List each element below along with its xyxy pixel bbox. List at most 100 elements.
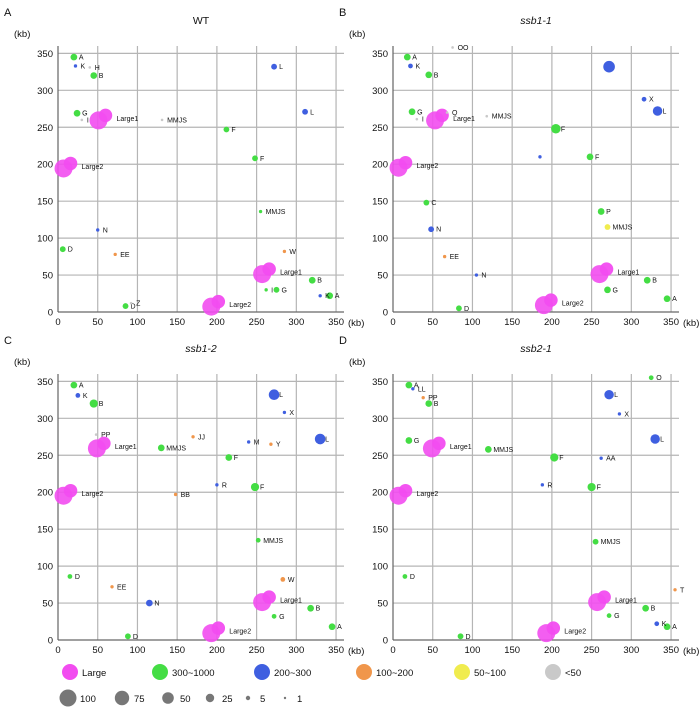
point-label: Z: [136, 301, 141, 308]
data-point: [80, 118, 84, 122]
x-tick-label: 50: [427, 645, 438, 656]
data-point: [264, 288, 268, 292]
data-point: [673, 588, 677, 592]
data-point: [110, 585, 114, 589]
y-axis-label: (kb): [349, 29, 365, 40]
y-axis-label: (kb): [349, 357, 365, 368]
y-tick-label: 200: [37, 160, 53, 171]
point-label: D: [131, 304, 136, 311]
panel-letter-C: C: [4, 335, 12, 347]
data-point-large: [597, 590, 611, 604]
data-point: [641, 96, 647, 102]
point-label: G: [414, 438, 419, 445]
data-point: [411, 387, 415, 391]
data-point: [425, 71, 433, 79]
y-tick-label: 200: [37, 488, 53, 499]
data-point-large: [211, 294, 226, 309]
x-tick-label: 50: [92, 317, 103, 328]
point-label: A: [337, 624, 342, 631]
y-tick-label: 250: [372, 123, 388, 134]
point-label: Large2: [562, 301, 584, 308]
point-label: Large2: [229, 302, 251, 309]
x-tick-label: 350: [328, 645, 344, 656]
point-label: B: [434, 401, 439, 408]
point-label: G: [417, 109, 422, 116]
y-tick-label: 200: [372, 488, 388, 499]
x-tick-label: 300: [623, 645, 639, 656]
data-point: [89, 399, 98, 408]
x-tick-label: 100: [465, 645, 481, 656]
data-point-large: [98, 108, 113, 123]
x-tick-label: 0: [390, 317, 395, 328]
x-tick-label: 100: [130, 645, 146, 656]
data-point: [648, 375, 654, 381]
point-label: MMJS: [492, 114, 512, 121]
data-point: [122, 303, 129, 309]
point-label: L: [279, 392, 283, 399]
legend-color-label: 300~1000: [172, 668, 215, 679]
y-tick-label: 100: [37, 234, 53, 245]
x-tick-label: 100: [130, 317, 146, 328]
point-label: L: [325, 437, 329, 444]
data-point: [246, 440, 251, 444]
data-point: [652, 106, 663, 116]
data-point: [654, 621, 660, 627]
data-point: [643, 276, 651, 284]
x-axis-label: (kb): [683, 646, 699, 657]
point-label: Large2: [564, 629, 586, 636]
point-label: PP: [428, 395, 438, 402]
data-point: [173, 492, 178, 497]
y-tick-label: 200: [372, 160, 388, 171]
y-tick-label: 50: [42, 599, 53, 610]
point-label: I: [87, 117, 89, 124]
data-point: [403, 53, 411, 61]
point-label: W: [288, 577, 295, 584]
data-point: [603, 60, 615, 73]
x-tick-label: 100: [465, 317, 481, 328]
panel-letter-D: D: [339, 335, 347, 347]
point-label: N: [154, 601, 159, 608]
point-label: EE: [120, 252, 130, 259]
data-point: [538, 155, 542, 159]
point-label: X: [624, 411, 629, 418]
data-point: [642, 604, 649, 612]
data-point: [273, 286, 280, 293]
point-label: G: [279, 614, 284, 621]
x-tick-label: 350: [663, 645, 679, 656]
x-tick-label: 250: [249, 317, 265, 328]
x-tick-label: 350: [663, 317, 679, 328]
data-point: [425, 400, 433, 407]
y-tick-label: 100: [37, 562, 53, 573]
x-tick-label: 150: [169, 645, 185, 656]
data-point: [70, 53, 78, 61]
data-point: [129, 301, 133, 305]
data-point: [445, 111, 449, 114]
x-tick-label: 200: [209, 645, 225, 656]
legend-color-swatch: [454, 664, 470, 680]
point-label: P: [606, 209, 611, 216]
legend-color-label: 100~200: [376, 668, 413, 679]
data-point: [59, 246, 66, 253]
point-label: I: [422, 117, 424, 124]
data-point-large: [546, 621, 561, 635]
data-point: [282, 249, 287, 254]
y-tick-label: 250: [37, 123, 53, 134]
point-label: R: [547, 482, 552, 489]
legend-size-label: 25: [222, 694, 233, 705]
point-label: G: [281, 287, 286, 294]
data-point: [451, 46, 454, 49]
y-tick-label: 50: [377, 271, 388, 282]
y-tick-label: 300: [37, 414, 53, 425]
data-point: [551, 124, 561, 134]
point-label: MMJS: [166, 445, 186, 452]
point-label: B: [651, 606, 656, 613]
data-point: [442, 254, 447, 259]
point-label: G: [613, 287, 618, 294]
point-label: MMJS: [266, 209, 286, 216]
point-label: LL: [418, 386, 426, 393]
point-label: A: [79, 55, 84, 62]
point-label: K: [662, 621, 667, 628]
point-label: K: [325, 293, 330, 300]
y-tick-label: 250: [37, 451, 53, 462]
data-point: [402, 574, 408, 579]
